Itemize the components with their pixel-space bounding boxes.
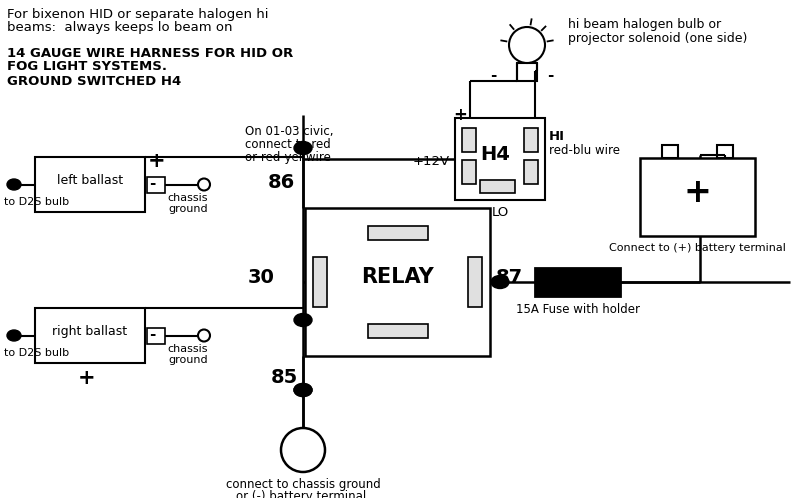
Ellipse shape (294, 141, 312, 154)
Bar (524, 160, 538, 184)
Text: hi beam halogen bulb or: hi beam halogen bulb or (568, 18, 721, 31)
Ellipse shape (294, 314, 312, 327)
Ellipse shape (7, 330, 21, 341)
Ellipse shape (491, 275, 509, 288)
Bar (462, 160, 476, 184)
Text: to D2S bulb: to D2S bulb (4, 348, 69, 358)
Text: or red-yel wire: or red-yel wire (245, 151, 331, 164)
Bar (35, 157, 145, 212)
Bar (305, 208, 490, 356)
Text: 87: 87 (496, 268, 523, 287)
Text: RELAY: RELAY (361, 267, 434, 287)
Bar (480, 180, 515, 193)
Text: On 01-03 civic,: On 01-03 civic, (245, 125, 334, 138)
Text: connect to red: connect to red (245, 138, 330, 151)
Text: +: + (453, 106, 467, 124)
Text: HI: HI (549, 130, 565, 143)
Text: -: - (149, 327, 155, 342)
Text: to D2S bulb: to D2S bulb (4, 197, 69, 207)
Text: +12V: +12V (413, 155, 450, 168)
Bar (524, 128, 538, 152)
Bar (462, 128, 476, 152)
Text: 30: 30 (248, 268, 275, 287)
Text: -: - (149, 176, 155, 191)
Circle shape (509, 27, 545, 63)
Circle shape (198, 178, 210, 191)
Bar (147, 176, 165, 193)
Bar (717, 145, 733, 158)
Text: projector solenoid (one side): projector solenoid (one side) (568, 32, 747, 45)
Bar (313, 257, 327, 307)
Text: LO: LO (491, 206, 509, 219)
Text: FOG LIGHT SYSTEMS.: FOG LIGHT SYSTEMS. (7, 60, 167, 73)
Text: 86: 86 (268, 173, 295, 192)
Text: connect to chassis ground: connect to chassis ground (226, 478, 380, 491)
Text: or (-) battery terminal.: or (-) battery terminal. (236, 490, 370, 498)
Circle shape (281, 428, 325, 472)
Text: +: + (78, 368, 96, 388)
Bar (147, 328, 165, 344)
Bar (35, 308, 145, 363)
Circle shape (198, 330, 210, 342)
Text: chassis: chassis (168, 193, 208, 203)
Text: +: + (148, 151, 166, 171)
Text: For bixenon HID or separate halogen hi: For bixenon HID or separate halogen hi (7, 8, 269, 21)
Text: ground: ground (168, 204, 208, 214)
Text: beams:  always keeps lo beam on: beams: always keeps lo beam on (7, 21, 233, 34)
Text: H4: H4 (480, 144, 510, 163)
Bar (517, 63, 537, 81)
Bar (455, 118, 545, 200)
Text: +: + (683, 175, 711, 209)
Text: -: - (547, 68, 554, 83)
Text: ground: ground (168, 355, 208, 365)
Text: red-blu wire: red-blu wire (549, 144, 620, 157)
Text: left ballast: left ballast (57, 174, 123, 187)
Ellipse shape (294, 383, 312, 396)
Text: right ballast: right ballast (53, 325, 127, 338)
Ellipse shape (7, 179, 21, 190)
Text: -: - (490, 68, 496, 83)
Bar (367, 324, 427, 338)
Text: 15A Fuse with holder: 15A Fuse with holder (515, 303, 639, 316)
Text: GROUND SWITCHED H4: GROUND SWITCHED H4 (7, 75, 182, 88)
Bar (367, 226, 427, 240)
Text: chassis: chassis (168, 344, 208, 354)
Ellipse shape (294, 383, 312, 396)
Bar (535, 268, 620, 296)
Bar (468, 257, 482, 307)
Text: 85: 85 (271, 368, 298, 387)
Bar (662, 145, 678, 158)
Bar (640, 158, 755, 236)
Text: Connect to (+) battery terminal: Connect to (+) battery terminal (609, 243, 786, 253)
Text: 14 GAUGE WIRE HARNESS FOR HID OR: 14 GAUGE WIRE HARNESS FOR HID OR (7, 47, 294, 60)
